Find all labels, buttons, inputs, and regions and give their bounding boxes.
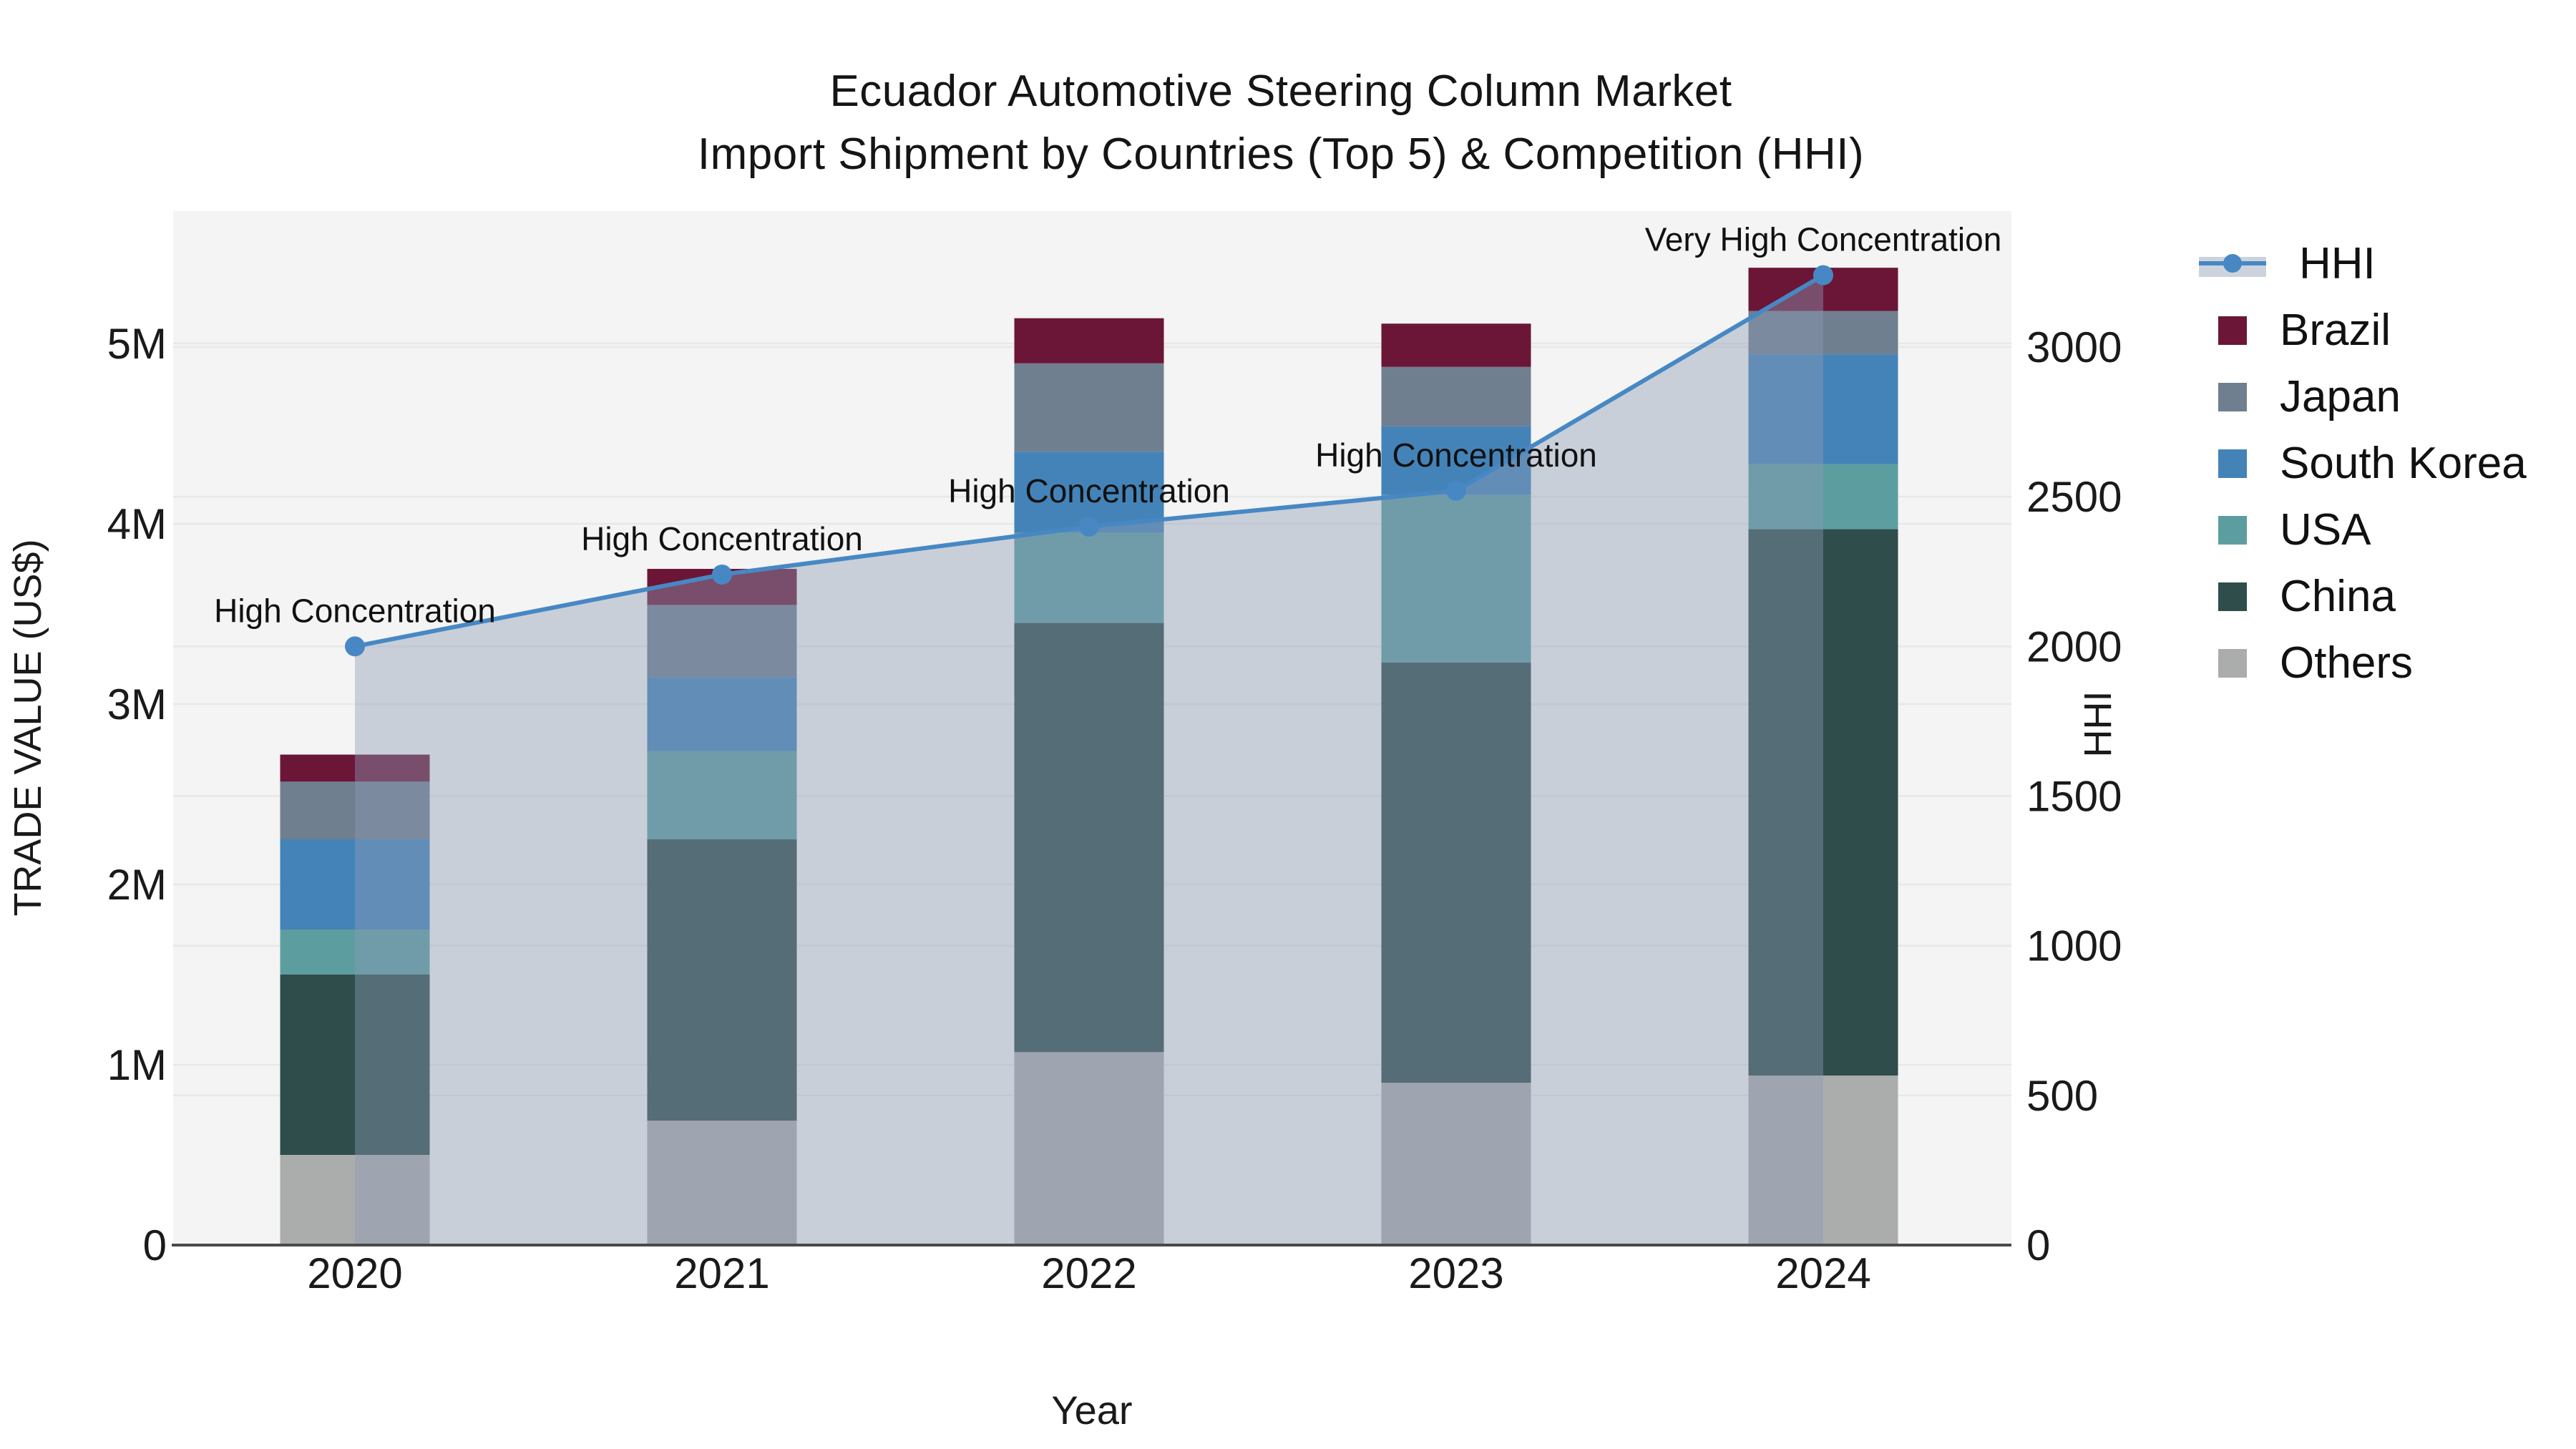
hhi-marker-2020	[345, 636, 365, 657]
legend-label: South Korea	[2280, 439, 2527, 488]
annotation-2020: High Concentration	[214, 592, 496, 629]
x-tick-label-2023: 2023	[1408, 1249, 1503, 1297]
y-right-tick-label: 3000	[2026, 323, 2122, 371]
y-left-tick-label: 0	[143, 1221, 167, 1269]
legend: HHI Brazil Japan South Korea USA China Others	[2199, 230, 2527, 696]
bar-segment-japan-2021	[647, 605, 797, 678]
annotation-2022: High Concentration	[948, 472, 1230, 509]
bar-segment-south-korea-2021	[647, 677, 797, 751]
legend-swatch-icon	[2218, 382, 2247, 411]
x-tick-label-2024: 2024	[1775, 1249, 1870, 1297]
x-tick-label-2021: 2021	[674, 1249, 769, 1297]
bar-segment-others-2024	[1748, 1075, 1898, 1245]
legend-label: HHI	[2299, 239, 2376, 288]
hhi-marker-2021	[712, 564, 732, 585]
legend-item-hhi: HHI	[2199, 230, 2527, 297]
legend-swatch-icon	[2218, 515, 2247, 545]
bar-segment-china-2020	[280, 975, 430, 1155]
hhi-marker-2022	[1079, 517, 1099, 537]
bar-segment-others-2021	[647, 1121, 797, 1245]
y-left-tick-label: 4M	[107, 500, 167, 548]
legend-swatch-icon	[2218, 449, 2247, 478]
hhi-area-fill	[355, 275, 1823, 1245]
y-right-tick-label: 1500	[2026, 773, 2122, 821]
annotation-2023: High Concentration	[1315, 436, 1597, 474]
bar-segment-south-korea-2024	[1748, 354, 1898, 464]
bar-segment-japan-2023	[1381, 366, 1531, 426]
x-tick-label-2020: 2020	[307, 1249, 402, 1297]
y-right-tick-label: 500	[2026, 1072, 2098, 1120]
legend-item-japan: Japan	[2199, 364, 2527, 430]
bar-segment-usa-2024	[1748, 464, 1898, 530]
bar-segment-usa-2023	[1381, 494, 1531, 663]
bar-segment-brazil-2023	[1381, 323, 1531, 367]
y-left-tick-label: 1M	[107, 1041, 167, 1089]
bar-segment-south-korea-2020	[280, 839, 430, 930]
y-left-tick-label: 3M	[107, 680, 167, 728]
legend-label: Japan	[2280, 372, 2401, 421]
y-right-tick-label: 2500	[2026, 473, 2122, 521]
chart-title-line1: Ecuador Automotive Steering Column Marke…	[829, 67, 1732, 116]
legend-item-others: Others	[2199, 630, 2527, 696]
legend-item-china: China	[2199, 563, 2527, 630]
annotation-2021: High Concentration	[581, 520, 863, 557]
bar-segment-usa-2021	[647, 751, 797, 839]
bar-segment-others-2023	[1381, 1083, 1531, 1245]
legend-item-brazil: Brazil	[2199, 297, 2527, 364]
bar-segment-china-2022	[1014, 623, 1164, 1053]
y-right-tick-label: 0	[2026, 1221, 2050, 1269]
bar-segment-brazil-2020	[280, 754, 430, 782]
legend-label: USA	[2280, 505, 2371, 555]
bar-segment-brazil-2022	[1014, 318, 1164, 364]
bar-segment-others-2022	[1014, 1052, 1164, 1245]
y-right-tick-label: 2000	[2026, 623, 2122, 670]
bar-segment-china-2024	[1748, 529, 1898, 1076]
y-left-axis-label: TRADE VALUE (US$)	[6, 539, 49, 916]
legend-item-usa: USA	[2199, 497, 2527, 563]
bar-segment-china-2023	[1381, 663, 1531, 1083]
legend-swatch-icon	[2218, 582, 2247, 611]
bar-segment-usa-2020	[280, 930, 430, 975]
y-right-axis-label: HHI	[2077, 691, 2119, 758]
y-left-tick-label: 5M	[107, 320, 167, 368]
bar-segment-japan-2022	[1014, 363, 1164, 452]
y-right-tick-label: 1000	[2026, 922, 2122, 970]
legend-label: China	[2280, 572, 2396, 621]
legend-swatch-icon	[2218, 316, 2247, 345]
legend-label: Others	[2280, 638, 2414, 688]
chart-title: Ecuador Automotive Steering Column Marke…	[0, 60, 2562, 186]
hhi-marker-2024	[1813, 265, 1833, 286]
hhi-marker-2023	[1446, 480, 1466, 501]
bar-segment-china-2021	[647, 839, 797, 1121]
bar-segment-usa-2022	[1014, 532, 1164, 623]
x-axis-label: Year	[1051, 1387, 1132, 1433]
legend-item-south-korea: South Korea	[2199, 430, 2527, 497]
y-left-tick-label: 2M	[107, 861, 167, 909]
chart-title-line2: Import Shipment by Countries (Top 5) & C…	[697, 130, 1865, 179]
bar-segment-japan-2024	[1748, 311, 1898, 355]
bar-segment-japan-2020	[280, 781, 430, 839]
legend-swatch-icon	[2218, 648, 2247, 678]
legend-label: Brazil	[2280, 306, 2391, 355]
x-tick-label-2022: 2022	[1041, 1249, 1136, 1297]
annotation-2024: Very High Concentration	[1645, 221, 2002, 258]
bar-segment-others-2020	[280, 1155, 430, 1245]
hhi-line-marker-icon	[2199, 250, 2266, 278]
